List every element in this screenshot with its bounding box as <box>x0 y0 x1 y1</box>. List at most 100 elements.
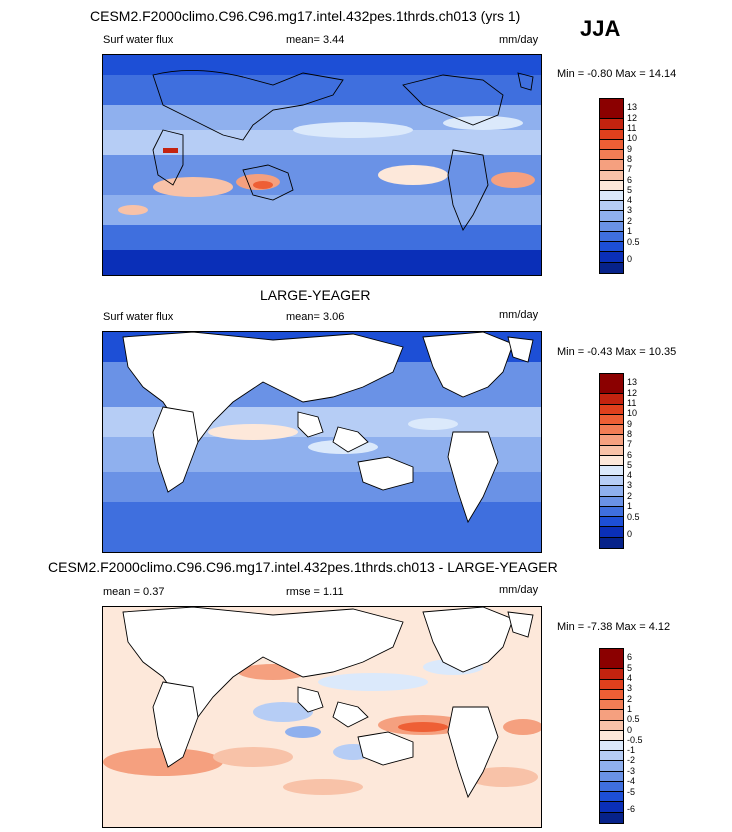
colorbar-tick-label: 1 <box>627 501 633 511</box>
panel2-mean-label: mean= 3.06 <box>286 311 345 323</box>
panel3-colorbar-swatch <box>600 700 623 711</box>
panel3-colorbar <box>599 648 624 824</box>
colorbar-tick-label: 13 <box>627 102 638 112</box>
panel3-colorbar-swatch <box>600 649 623 670</box>
colorbar-tick-label: 6 <box>627 175 633 185</box>
panel2-title: LARGE-YEAGER <box>260 287 371 303</box>
panel1-colorbar-swatch <box>600 119 623 130</box>
panel2-colorbar-swatch <box>600 374 623 395</box>
colorbar-tick-label: 5 <box>627 185 633 195</box>
panel3-colorbar-swatch <box>600 771 623 782</box>
panel2-map <box>102 331 542 553</box>
colorbar-tick-label: 6 <box>627 652 633 662</box>
colorbar-tick-label: 3 <box>627 205 633 215</box>
colorbar-tick-label: -5 <box>627 787 636 797</box>
panel3-colorbar-swatch <box>600 802 623 813</box>
panel1-units-label: mm/day <box>499 34 539 46</box>
panel1-colorbar-swatch <box>600 160 623 171</box>
colorbar-tick-label: 5 <box>627 663 633 673</box>
panel2-units-label: mm/day <box>499 309 539 321</box>
panel1-colorbar-swatch <box>600 150 623 161</box>
colorbar-tick-label: 0 <box>627 254 633 264</box>
colorbar-tick-label: 0 <box>627 725 633 735</box>
colorbar-tick-label: 2 <box>627 491 633 501</box>
panel1-colorbar-swatch <box>600 99 623 120</box>
panel2-colorbar <box>599 373 624 549</box>
panel3-rmse-label: rmse = 1.11 <box>286 586 344 598</box>
colorbar-tick-label: 4 <box>627 673 633 683</box>
panel2-colorbar-swatch <box>600 404 623 415</box>
panel1-title: CESM2.F2000climo.C96.C96.mg17.intel.432p… <box>90 8 521 24</box>
panel2-colorbar-swatch <box>600 517 623 528</box>
panel2-colorbar-swatch <box>600 496 623 507</box>
colorbar-tick-label: 9 <box>627 144 633 154</box>
panel3-colorbar-swatch <box>600 679 623 690</box>
panel3-title: CESM2.F2000climo.C96.C96.mg17.intel.432p… <box>48 559 558 575</box>
panel1-colorbar-swatch <box>600 139 623 151</box>
panel1-colorbar-swatch <box>600 242 623 253</box>
colorbar-tick-label: 0.5 <box>627 512 640 522</box>
panel1-colorbar-swatch <box>600 262 623 273</box>
colorbar-tick-label: 0.5 <box>627 237 640 247</box>
colorbar-tick-label: 3 <box>627 480 633 490</box>
panel3-colorbar-swatch <box>600 751 623 762</box>
panel1-colorbar-swatch <box>600 231 623 243</box>
panel1-colorbar-swatch <box>600 170 623 181</box>
panel1-colorbar-swatch <box>600 129 623 140</box>
colorbar-tick-label: 2 <box>627 694 633 704</box>
season-label: JJA <box>580 16 621 41</box>
colorbar-tick-label: 8 <box>627 429 633 439</box>
panel2-colorbar-swatch <box>600 414 623 426</box>
colorbar-tick-label: -0.5 <box>627 735 643 745</box>
panel2-colorbar-swatch <box>600 435 623 446</box>
colorbar-tick-label: 4 <box>627 470 633 480</box>
panel3-map <box>102 606 542 828</box>
colorbar-tick-label: 5 <box>627 460 633 470</box>
colorbar-tick-label: 8 <box>627 154 633 164</box>
panel1-colorbar-swatch <box>600 221 623 232</box>
panel3-mean-label: mean = 0.37 <box>103 586 165 598</box>
colorbar-tick-label: 6 <box>627 450 633 460</box>
colorbar-tick-label: 1 <box>627 704 633 714</box>
panel2-colorbar-swatch <box>600 506 623 518</box>
colorbar-tick-label: 11 <box>627 398 637 408</box>
panel1-mean-label: mean= 3.44 <box>286 34 345 46</box>
panel1-colorbar-swatch <box>600 201 623 212</box>
colorbar-tick-label: -6 <box>627 804 636 814</box>
colorbar-tick-label: -2 <box>627 755 636 765</box>
panel1-colorbar <box>599 98 624 274</box>
panel1-colorbar-swatch <box>600 180 623 191</box>
colorbar-tick-label: -4 <box>627 776 636 786</box>
panel3-colorbar-swatch <box>600 689 623 701</box>
panel2-minmax-label: Min = -0.43 Max = 10.35 <box>557 346 677 358</box>
colorbar-tick-label: 1 <box>627 226 633 236</box>
panel3-colorbar-swatch <box>600 720 623 731</box>
colorbar-tick-label: 2 <box>627 216 633 226</box>
panel1-colorbar-swatch <box>600 190 623 202</box>
colorbar-tick-label: 12 <box>627 113 638 123</box>
colorbar-tick-label: 0 <box>627 529 633 539</box>
colorbar-tick-label: -1 <box>627 745 636 755</box>
panel2-colorbar-swatch <box>600 394 623 405</box>
colorbar-tick-label: 11 <box>627 123 637 133</box>
panel3-colorbar-swatch <box>600 740 623 752</box>
panel2-variable-label: Surf water flux <box>103 311 174 323</box>
colorbar-tick-label: 0.5 <box>627 714 640 724</box>
panel1-variable-label: Surf water flux <box>103 34 174 46</box>
panel2-colorbar-swatch <box>600 425 623 436</box>
panel3-minmax-label: Min = -7.38 Max = 4.12 <box>557 621 671 633</box>
panel3-colorbar-swatch <box>600 781 623 793</box>
panel2-colorbar-swatch <box>600 537 623 548</box>
panel2-colorbar-swatch <box>600 486 623 497</box>
colorbar-tick-label: 13 <box>627 377 638 387</box>
colorbar-tick-label: 3 <box>627 683 633 693</box>
panel3-colorbar-swatch <box>600 730 623 741</box>
panel1-map <box>102 54 542 276</box>
panel3-colorbar-swatch <box>600 669 623 680</box>
panel1-minmax-label: Min = -0.80 Max = 14.14 <box>557 68 677 80</box>
colorbar-tick-label: -3 <box>627 766 636 776</box>
colorbar-tick-label: 10 <box>627 408 638 418</box>
panel3-units-label: mm/day <box>499 584 539 596</box>
colorbar-tick-label: 10 <box>627 133 638 143</box>
panel1-colorbar-swatch <box>600 252 623 263</box>
